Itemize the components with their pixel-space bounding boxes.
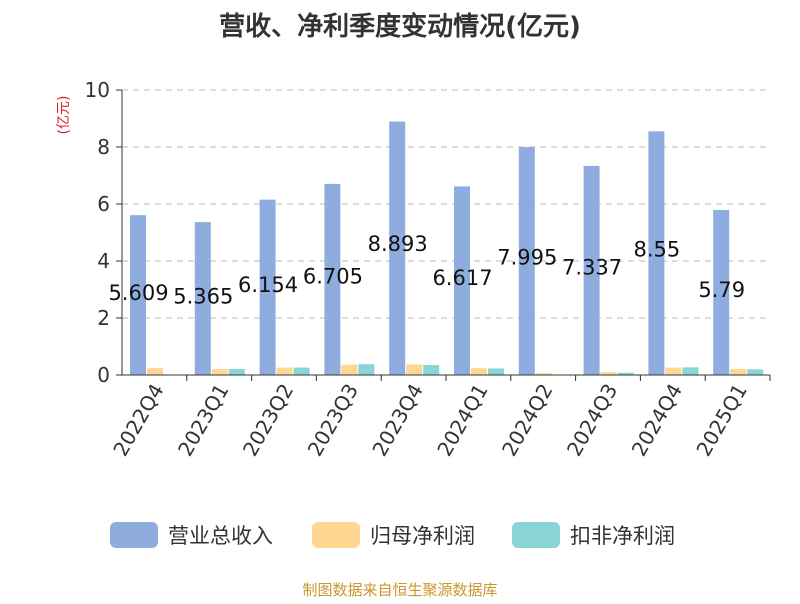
x-tick-label: 2025Q1 xyxy=(691,380,751,461)
chart-title: 营收、净利季度变动情况(亿元) xyxy=(219,11,581,42)
legend-label: 归母净利润 xyxy=(370,524,475,548)
y-tick-label: 0 xyxy=(97,363,110,387)
bar xyxy=(583,165,600,375)
bar xyxy=(341,364,358,375)
x-tick-label: 2024Q2 xyxy=(497,380,557,461)
bar xyxy=(358,364,375,375)
data-label: 6.154 xyxy=(238,273,298,297)
x-tick-label: 2023Q4 xyxy=(367,380,427,461)
bar xyxy=(682,367,699,375)
y-tick-label: 2 xyxy=(97,306,110,330)
data-label: 6.617 xyxy=(432,266,492,290)
x-tick-label: 2023Q3 xyxy=(303,380,363,461)
legend-swatch xyxy=(110,522,158,548)
x-tick-label: 2024Q4 xyxy=(627,380,687,461)
bar xyxy=(600,372,617,375)
y-axis-label: (亿元) xyxy=(56,96,72,135)
data-label: 5.79 xyxy=(698,278,745,302)
x-tick-label: 2024Q3 xyxy=(562,380,622,461)
x-tick-label: 2022Q4 xyxy=(108,380,168,461)
data-label: 7.995 xyxy=(497,246,557,270)
data-label: 7.337 xyxy=(562,255,622,279)
legend-label: 扣非净利润 xyxy=(570,524,675,548)
legend-swatch xyxy=(312,522,360,548)
bar xyxy=(454,186,470,375)
bar xyxy=(194,222,211,375)
bar xyxy=(488,368,504,375)
x-tick-label: 2023Q2 xyxy=(238,380,298,461)
bar xyxy=(324,183,341,375)
bar xyxy=(259,199,276,375)
data-label: 5.365 xyxy=(173,284,233,308)
bar xyxy=(730,369,747,375)
y-tick-label: 10 xyxy=(85,78,110,102)
bar xyxy=(665,367,682,375)
legend-label: 营业总收入 xyxy=(168,524,273,548)
x-tick-label: 2023Q1 xyxy=(173,380,233,461)
legend-swatch xyxy=(512,522,560,548)
bar xyxy=(617,372,634,375)
y-tick-label: 4 xyxy=(97,249,110,273)
data-label: 5.609 xyxy=(108,281,168,305)
bar xyxy=(293,367,310,375)
bar xyxy=(147,368,163,375)
bar xyxy=(423,365,440,375)
y-tick-label: 6 xyxy=(97,192,110,216)
source-note: 制图数据来自恒生聚源数据库 xyxy=(302,581,497,599)
bar xyxy=(471,368,487,375)
bar xyxy=(406,364,423,375)
data-label: 8.55 xyxy=(634,237,681,261)
bar xyxy=(228,369,245,375)
bar xyxy=(130,215,146,375)
bar xyxy=(389,121,406,375)
bar xyxy=(518,147,535,375)
bar xyxy=(535,373,552,375)
bar xyxy=(713,209,730,375)
bar xyxy=(648,131,665,375)
bar xyxy=(276,367,293,375)
x-tick-label: 2024Q1 xyxy=(432,380,492,461)
y-tick-label: 8 xyxy=(97,135,110,159)
bar xyxy=(211,369,228,375)
bar xyxy=(747,369,764,375)
data-label: 8.893 xyxy=(368,232,428,256)
data-label: 6.705 xyxy=(303,265,363,289)
